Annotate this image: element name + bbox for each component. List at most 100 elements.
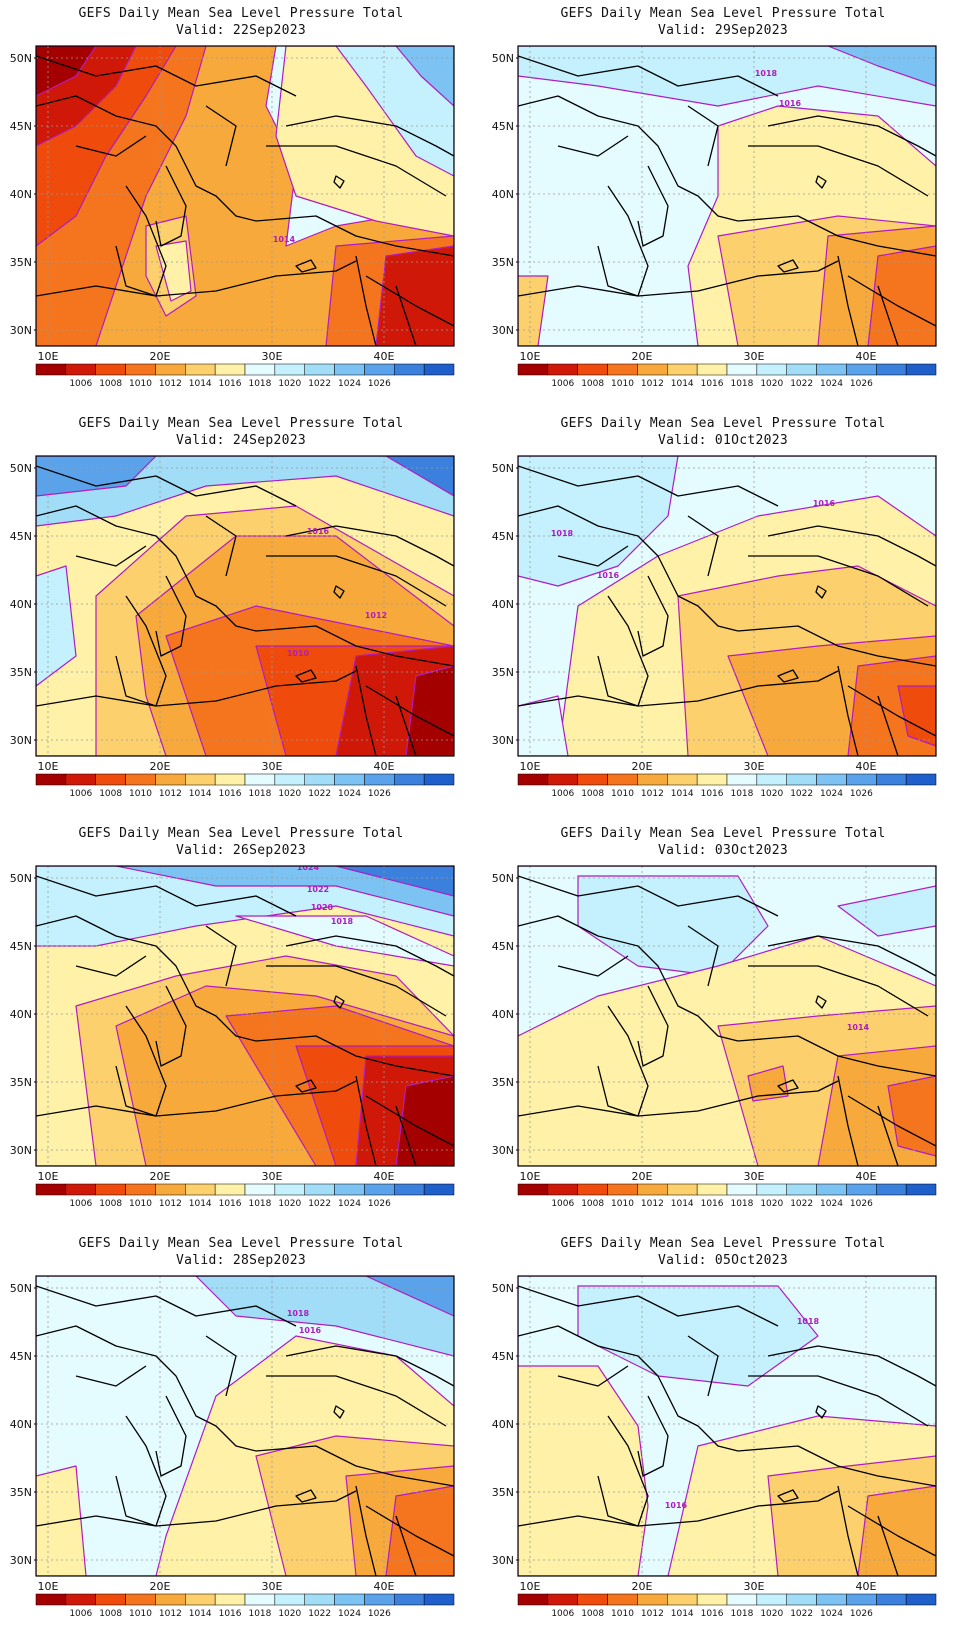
coastline [748,145,929,197]
colorbar-label: 1006 [69,1609,92,1619]
colorbar-swatch [244,1593,276,1606]
colorbar-swatch [185,363,216,376]
latitude-label: 40N [492,188,514,201]
latitude-label: 40N [492,1418,514,1431]
colorbar-swatch [394,1593,425,1606]
coastline [365,1505,454,1557]
pressure-region [36,456,157,497]
coastline [597,185,649,297]
latitude-label: 50N [10,52,32,65]
coastline [266,145,447,197]
coastline [285,935,454,977]
contour-label: 1018 [551,529,574,538]
coastline [767,935,936,977]
colorbar-swatch [726,773,758,786]
contour-label: 1022 [307,885,329,894]
colorbar-label: 1020 [278,379,301,389]
colorbar-swatch [155,1593,186,1606]
colorbar-swatch [786,773,817,786]
coastline [518,55,779,97]
colorbar-label: 1026 [368,789,391,799]
colorbar-swatch [95,363,126,376]
colorbar-swatch [334,1183,365,1196]
coastline [36,1285,297,1327]
coastline [518,1490,839,1527]
longitude-label: 10E [520,350,541,363]
colorbar-swatch [185,1593,216,1606]
colorbar-label: 1010 [611,1609,634,1619]
colorbar-swatch [423,1183,455,1196]
colorbar-label: 1010 [129,789,152,799]
latitude-label: 30N [492,734,514,747]
longitude-label: 10E [38,1170,59,1183]
colorbar-swatch [547,363,578,376]
longitude-label: 40E [856,1580,877,1593]
colorbar-swatch [756,363,787,376]
longitude-label: 10E [38,1580,59,1593]
colorbar-label: 1012 [159,1609,182,1619]
coastline [687,515,719,577]
coastline [333,1405,345,1419]
colorbar-label: 1008 [581,1609,604,1619]
coastline [155,165,187,247]
colorbar-swatch [876,773,907,786]
coastline [518,670,839,707]
colorbar-swatch [244,363,276,376]
coastline [36,55,297,97]
colorbar-swatch [95,773,126,786]
colorbar-swatch [786,363,817,376]
colorbar-label: 1026 [368,1199,391,1209]
coastline [518,1325,739,1452]
latitude-label: 45N [10,120,32,133]
colorbar-swatch [35,1183,67,1196]
panel-title: GEFS Daily Mean Sea Level Pressure Total [560,416,886,431]
pressure-map: 1018 1016 50N 45N 40N 35N 30N 10E 20E 30E 40E 1006 1… [10,1275,455,1619]
colorbar-label: 1008 [581,379,604,389]
coastline [295,259,317,273]
colorbar-swatch [274,363,305,376]
colorbar-swatch [95,1593,126,1606]
colorbar-label: 1012 [641,1199,664,1209]
longitude-label: 10E [520,760,541,773]
coastline [777,1489,799,1503]
colorbar-swatch [423,1593,455,1606]
coastline [75,545,147,567]
pressure-region [155,240,192,302]
colorbar-swatch [394,773,425,786]
coastline [395,695,417,756]
coastline [75,1365,147,1387]
coastline [295,1489,317,1503]
colorbar-swatch [364,773,395,786]
colorbar-swatch [667,773,698,786]
colorbar-swatch [185,773,216,786]
colorbar-swatch [816,1183,847,1196]
contour-label: 1010 [287,649,310,658]
coastline [815,175,827,189]
latitude-label: 35N [492,666,514,679]
latitude-label: 50N [492,1282,514,1295]
contour-label: 1016 [597,571,620,580]
colorbar-label: 1006 [551,1609,574,1619]
longitude-label: 20E [632,350,653,363]
colorbar-label: 1008 [99,789,122,799]
colorbar-swatch [607,1183,638,1196]
colorbar-swatch [95,1183,126,1196]
colorbar-label: 1016 [701,379,724,389]
panel-title: GEFS Daily Mean Sea Level Pressure Total [78,826,404,841]
pressure-region [518,456,679,587]
colorbar-label: 1006 [551,1199,574,1209]
coastline [557,135,629,157]
coastline [295,1079,317,1093]
panel-valid-date: Valid: 28Sep2023 [175,1253,307,1268]
colorbar-swatch [577,1183,608,1196]
coastline [737,1035,936,1077]
colorbar-swatch [274,773,305,786]
coastline [737,1445,936,1487]
colorbar-swatch [304,1183,335,1196]
colorbar-swatch [214,1593,246,1606]
coastline [877,285,899,346]
colorbar-swatch [155,1183,186,1196]
latitude-label: 50N [492,462,514,475]
colorbar-swatch [517,363,549,376]
longitude-label: 20E [150,1580,171,1593]
